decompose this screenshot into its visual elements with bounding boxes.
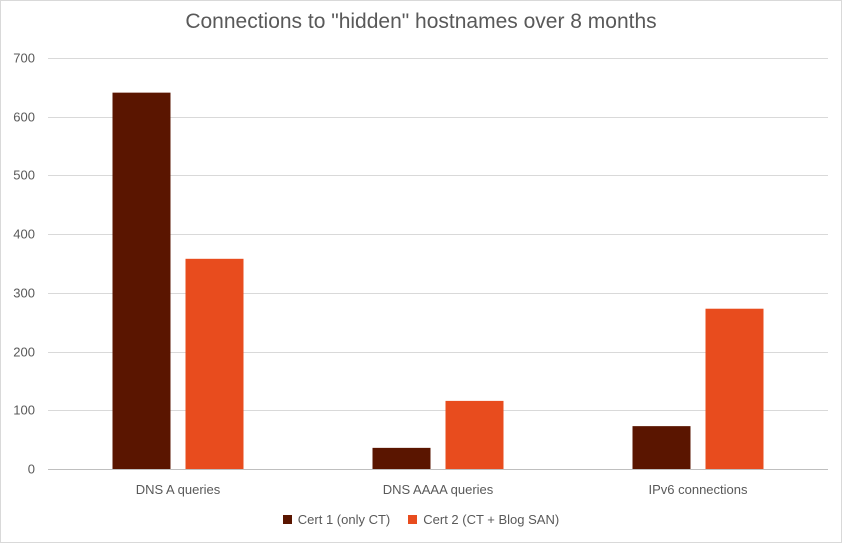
y-tick-label: 200 bbox=[13, 345, 35, 360]
y-tick-label: 600 bbox=[13, 110, 35, 125]
y-tick-label: 0 bbox=[28, 462, 35, 477]
legend-label: Cert 2 (CT + Blog SAN) bbox=[423, 512, 560, 527]
gridlines bbox=[48, 58, 828, 470]
y-tick-label: 700 bbox=[13, 51, 35, 66]
bars bbox=[112, 92, 764, 470]
x-axis: DNS A queries DNS AAAA queries IPv6 connec… bbox=[136, 482, 748, 497]
y-tick-label: 400 bbox=[13, 227, 35, 242]
bar-1 bbox=[112, 92, 171, 470]
legend-swatch bbox=[282, 515, 292, 524]
chart-title: Connections to "hidden" hostnames over 8… bbox=[185, 10, 657, 33]
y-tick-label: 300 bbox=[13, 286, 35, 301]
bar-2 bbox=[705, 308, 764, 469]
bar-1 bbox=[632, 426, 691, 469]
x-category-label: DNS A queries bbox=[136, 482, 221, 497]
y-axis: 0 100 200 300 400 500 600 700 bbox=[13, 51, 35, 477]
legend-item-series-2: Cert 2 (CT + Blog SAN) bbox=[408, 512, 559, 527]
legend-swatch bbox=[408, 515, 418, 524]
legend: Cert 1 (only CT) Cert 2 (CT + Blog SAN) bbox=[0, 512, 842, 527]
x-category-label: IPv6 connections bbox=[648, 482, 748, 497]
y-tick-label: 100 bbox=[13, 403, 35, 418]
bar-2 bbox=[445, 400, 504, 469]
legend-label: Cert 1 (only CT) bbox=[297, 512, 391, 527]
y-tick-label: 500 bbox=[13, 168, 35, 183]
bar-1 bbox=[372, 447, 431, 469]
legend-item-series-1: Cert 1 (only CT) bbox=[282, 512, 391, 527]
x-category-label: DNS AAAA queries bbox=[383, 482, 494, 497]
bar-2 bbox=[185, 258, 244, 469]
